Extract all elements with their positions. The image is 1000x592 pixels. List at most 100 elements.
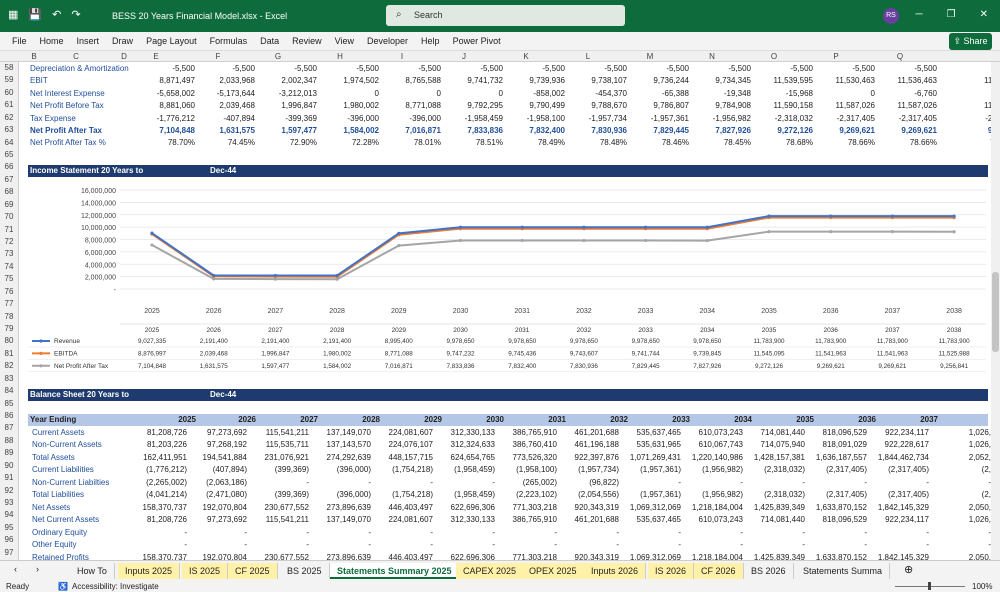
column-header-M[interactable]: M — [646, 52, 654, 61]
row-number[interactable]: 78 — [4, 311, 14, 321]
bs-value-cell[interactable]: 1,026, — [968, 428, 991, 437]
bs-value-cell[interactable]: 773,526,320 — [512, 452, 558, 462]
sheet-tab[interactable]: OPEX 2025 — [522, 563, 585, 579]
bs-value-cell[interactable]: 230,677,552 — [264, 502, 310, 512]
bs-value-cell[interactable]: 610,073,243 — [698, 515, 744, 525]
bs-value-cell[interactable]: - — [430, 540, 433, 550]
value-cell[interactable]: -5,658,002 — [156, 88, 195, 98]
bs-value-cell[interactable]: (1,958,459) — [454, 465, 495, 475]
sheet-tab[interactable]: CAPEX 2025 — [456, 563, 525, 579]
row-number[interactable]: 64 — [4, 137, 14, 147]
bs-value-cell[interactable]: - — [244, 540, 247, 550]
bs-value-cell[interactable]: (1,957,734) — [578, 465, 619, 475]
sheet-tab[interactable]: Inputs 2026 — [584, 563, 647, 579]
value-cell[interactable]: 11,587,026 — [835, 101, 875, 111]
bs-value-cell[interactable]: 818,096,529 — [822, 515, 868, 525]
add-sheet-icon[interactable]: ⊕ — [904, 564, 914, 576]
value-cell[interactable]: 1,597,477 — [281, 126, 317, 135]
bs-value-cell[interactable]: (1,956,982) — [702, 490, 743, 500]
bs-value-cell[interactable]: 818,091,029 — [822, 440, 868, 450]
bs-value-cell[interactable]: 771,303,218 — [512, 502, 558, 512]
bs-value-cell[interactable]: (2,054,556) — [578, 490, 619, 500]
value-cell[interactable]: 9,736,244 — [653, 76, 689, 86]
bs-value-cell[interactable]: 194,541,884 — [202, 452, 248, 462]
bs-value-cell[interactable]: 922,234,117 — [885, 428, 929, 437]
bs-value-cell[interactable]: 192,070,804 — [202, 502, 248, 512]
value-cell[interactable]: 0 — [498, 88, 503, 98]
bs-value-cell[interactable]: 97,273,692 — [206, 515, 247, 525]
column-header-D[interactable]: D — [121, 52, 127, 61]
bs-value-cell[interactable]: 115,535,711 — [265, 440, 309, 450]
bs-value-cell[interactable]: - — [554, 540, 557, 550]
row-number[interactable]: 61 — [4, 100, 14, 110]
bs-value-cell[interactable]: 386,765,910 — [512, 428, 558, 437]
value-cell[interactable]: -65,388 — [661, 88, 689, 98]
bs-value-cell[interactable]: 1,633,870,152 — [815, 552, 867, 562]
value-cell[interactable]: -407,894 — [223, 113, 255, 123]
column-header-H[interactable]: H — [337, 52, 343, 61]
bs-value-cell[interactable]: (2, — [981, 465, 991, 475]
bs-value-cell[interactable]: 1,026, — [968, 515, 991, 525]
value-cell[interactable]: 11,536,463 — [897, 76, 937, 86]
value-cell[interactable]: 8,881,060 — [159, 101, 195, 111]
bs-value-cell[interactable]: (4,041,214) — [146, 490, 187, 500]
bs-value-cell[interactable]: (2,317,405) — [826, 490, 867, 500]
bs-value-cell[interactable]: - — [368, 540, 371, 550]
bs-value-cell[interactable]: 273,896,639 — [326, 552, 372, 562]
bs-value-cell[interactable]: 162,411,951 — [143, 452, 187, 462]
zoom-slider[interactable] — [895, 581, 965, 591]
bs-value-cell[interactable]: (1,958,459) — [454, 490, 495, 500]
redo-icon[interactable]: ↷ — [71, 9, 81, 21]
row-number[interactable]: 95 — [4, 522, 14, 532]
bs-value-cell[interactable]: - — [306, 527, 309, 537]
bs-value-cell[interactable]: - — [740, 527, 743, 537]
bs-value-cell[interactable]: (265,002) — [522, 477, 557, 487]
bs-value-cell[interactable]: - — [740, 540, 743, 550]
menu-insert[interactable]: Insert — [76, 36, 100, 46]
bs-value-cell[interactable]: 1,425,839,349 — [753, 552, 805, 562]
bs-value-cell[interactable]: 231,076,921 — [264, 452, 310, 462]
bs-value-cell[interactable]: 624,654,765 — [450, 452, 496, 462]
bs-value-cell[interactable]: - — [678, 527, 681, 537]
bs-value-cell[interactable]: 312,330,133 — [450, 428, 496, 437]
bs-value-cell[interactable]: 158,370,737 — [142, 502, 188, 512]
value-cell[interactable]: 1,980,002 — [343, 101, 379, 111]
bs-value-cell[interactable]: (2,063,186) — [206, 477, 247, 487]
value-cell[interactable]: 1,974,502 — [343, 76, 379, 86]
bs-value-cell[interactable]: - — [184, 527, 187, 537]
value-cell[interactable]: 7,827,926 — [715, 126, 751, 135]
column-header-J[interactable]: J — [462, 52, 466, 61]
bs-value-cell[interactable]: 461,201,688 — [574, 428, 620, 437]
value-cell[interactable]: 0 — [870, 88, 875, 98]
value-cell[interactable]: -2,317,405 — [836, 113, 875, 123]
value-cell[interactable]: 78.66% — [847, 138, 875, 148]
bs-value-cell[interactable]: (2,317,405) — [826, 465, 867, 475]
bs-value-cell[interactable]: 610,067,743 — [698, 440, 744, 450]
bs-value-cell[interactable]: - — [616, 527, 619, 537]
value-cell[interactable]: -454,370 — [595, 88, 627, 98]
value-cell[interactable]: -1,958,100 — [526, 113, 565, 123]
save-icon[interactable]: 💾 — [28, 9, 43, 21]
bs-value-cell[interactable]: 1,220,140,986 — [691, 452, 743, 462]
value-cell[interactable]: -5,500 — [666, 64, 689, 73]
bs-value-cell[interactable]: 448,157,715 — [388, 452, 434, 462]
sheet-tab[interactable]: CF 2025 — [228, 563, 278, 579]
column-header-I[interactable]: I — [400, 52, 404, 61]
bs-value-cell[interactable]: - — [306, 540, 309, 550]
column-header-K[interactable]: K — [523, 52, 529, 61]
value-cell[interactable]: 78.70% — [167, 138, 195, 148]
row-number[interactable]: 90 — [4, 460, 14, 470]
value-cell[interactable]: -5,500 — [604, 64, 627, 73]
column-header-E[interactable]: E — [153, 52, 159, 61]
value-cell[interactable]: 8,771,088 — [405, 101, 441, 111]
value-cell[interactable]: -5,500 — [356, 64, 379, 73]
row-number[interactable]: 67 — [4, 174, 14, 184]
bs-value-cell[interactable]: 2,052, — [968, 452, 991, 462]
column-header-N[interactable]: N — [709, 52, 715, 61]
bs-value-cell[interactable]: 224,081,607 — [388, 428, 434, 437]
bs-value-cell[interactable]: - — [864, 477, 867, 487]
value-cell[interactable]: 9,739,936 — [529, 76, 565, 86]
value-cell[interactable]: 11,590,158 — [773, 101, 813, 111]
sheet-tab[interactable]: Statements Summary 2025 — [330, 563, 460, 579]
menu-developer[interactable]: Developer — [367, 36, 409, 46]
